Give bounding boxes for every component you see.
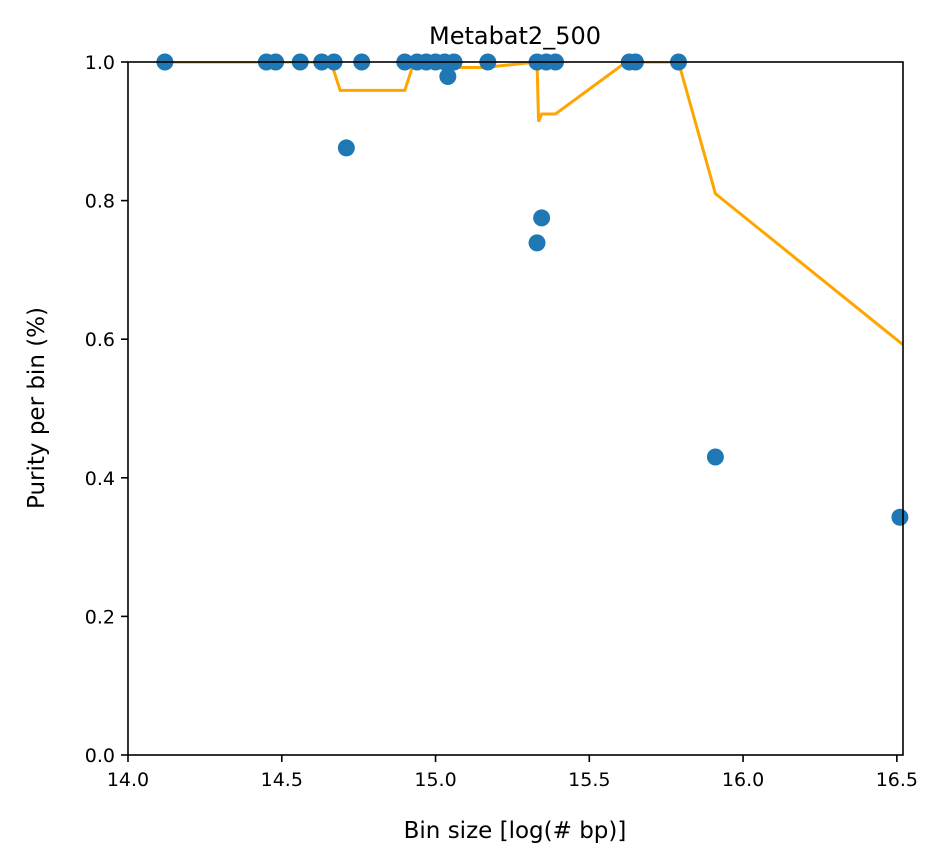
x-axis-label: Bin size [log(# bp)] xyxy=(404,818,627,844)
scatter-point-24 xyxy=(706,448,724,466)
y-axis-label: Purity per bin (%) xyxy=(24,307,50,509)
x-tick-label: 14.5 xyxy=(261,769,303,791)
x-tick-label: 14.0 xyxy=(107,769,149,791)
x-tick-label: 16.5 xyxy=(876,769,918,791)
scatter-point-13 xyxy=(439,68,457,86)
x-tick-label: 15.0 xyxy=(414,769,456,791)
y-tick-label: 1.0 xyxy=(85,52,115,74)
y-tick-label: 0.6 xyxy=(85,329,115,351)
x-tick-label: 16.0 xyxy=(722,769,764,791)
scatter-point-17 xyxy=(528,234,546,252)
plot-frame xyxy=(127,61,904,756)
scatter-point-18 xyxy=(533,209,551,227)
y-tick-label: 0.8 xyxy=(85,191,115,213)
plot-area xyxy=(127,53,909,756)
x-tick-label: 15.5 xyxy=(568,769,610,791)
y-tick-label: 0.2 xyxy=(85,606,115,628)
chart-title: Metabat2_500 xyxy=(429,22,601,50)
scatter-point-6 xyxy=(337,139,355,157)
y-tick-label: 0.4 xyxy=(85,468,115,490)
y-tick-label: 0.0 xyxy=(85,745,115,767)
series-line-0 xyxy=(164,62,903,346)
scatter-point-25 xyxy=(891,508,909,526)
x-axis: 14.0 14.5 15.0 15.5 16.0 16.5 xyxy=(107,755,918,791)
y-axis: 0.0 0.2 0.4 0.6 0.8 1.0 xyxy=(85,52,128,767)
